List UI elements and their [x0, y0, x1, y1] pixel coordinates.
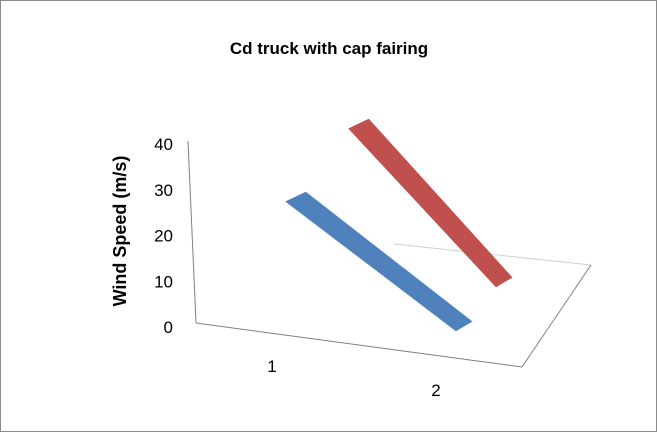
- y-tick-label: 0: [164, 318, 173, 337]
- y-tick-label: 10: [154, 272, 173, 291]
- series-group: [285, 118, 513, 332]
- series-ribbon: [285, 191, 473, 332]
- series-ribbon: [348, 118, 513, 288]
- chart-title: Cd truck with cap fairing: [230, 39, 428, 58]
- x-tick-label: 2: [431, 381, 440, 400]
- back-floor-line: [393, 243, 592, 266]
- y-axis-label: Wind Speed (m/s): [110, 156, 130, 307]
- x-ticks: 12: [267, 357, 440, 400]
- y-axis-line: [187, 140, 197, 324]
- y-tick-label: 40: [154, 135, 173, 154]
- x-tick-label: 1: [267, 357, 276, 376]
- x-axis-line: [195, 322, 523, 368]
- y-tick-label: 20: [154, 227, 173, 246]
- y-ticks: 0 10 20 30 40: [154, 135, 173, 337]
- y-tick-label: 30: [154, 181, 173, 200]
- depth-axis-line: [521, 264, 592, 368]
